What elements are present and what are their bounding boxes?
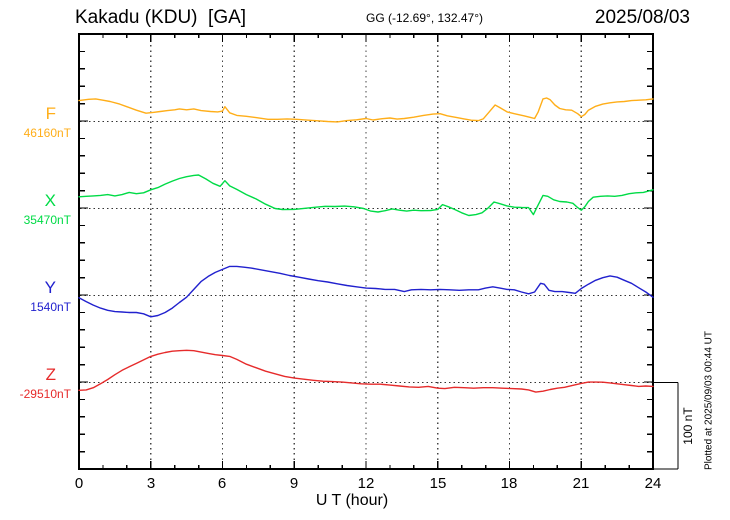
scale-bar-label: 100 nT — [681, 407, 695, 445]
series-letter-F: F — [45, 104, 56, 123]
series-baseline-value-Y: 1540nT — [30, 300, 71, 314]
trace-Y — [78, 265, 654, 318]
series-letter-Z: Z — [45, 365, 56, 384]
trace-F — [78, 97, 654, 123]
x-tick-label-15: 15 — [429, 475, 447, 492]
series-baseline-value-F: 46160nT — [23, 126, 71, 140]
series-letter-Y: Y — [44, 278, 56, 297]
trace-Z — [78, 349, 654, 393]
series-baseline-value-Z: -29510nT — [19, 387, 71, 401]
x-tick-label-0: 0 — [74, 475, 84, 492]
x-tick-label-3: 3 — [146, 475, 156, 492]
plot-timestamp-note: Plotted at 2025/09/03 00:44 UT — [703, 331, 715, 470]
x-axis-title: U T (hour) — [315, 492, 389, 509]
geographic-coords: GG (-12.69°, 132.47°) — [366, 11, 483, 25]
x-tick-label-9: 9 — [289, 475, 299, 492]
plot-frame — [78, 33, 654, 470]
series-baseline-value-X: 35470nT — [23, 213, 71, 227]
x-tick-label-6: 6 — [217, 475, 227, 492]
plot-date: 2025/08/03 — [594, 7, 690, 28]
x-tick-label-21: 21 — [572, 475, 590, 492]
x-tick-label-24: 24 — [644, 475, 662, 492]
station-title: Kakadu (KDU) [GA] — [75, 7, 247, 28]
trace-X — [78, 174, 654, 217]
x-tick-label-12: 12 — [357, 475, 375, 492]
x-tick-label-18: 18 — [500, 475, 518, 492]
series-letter-X: X — [44, 191, 56, 210]
